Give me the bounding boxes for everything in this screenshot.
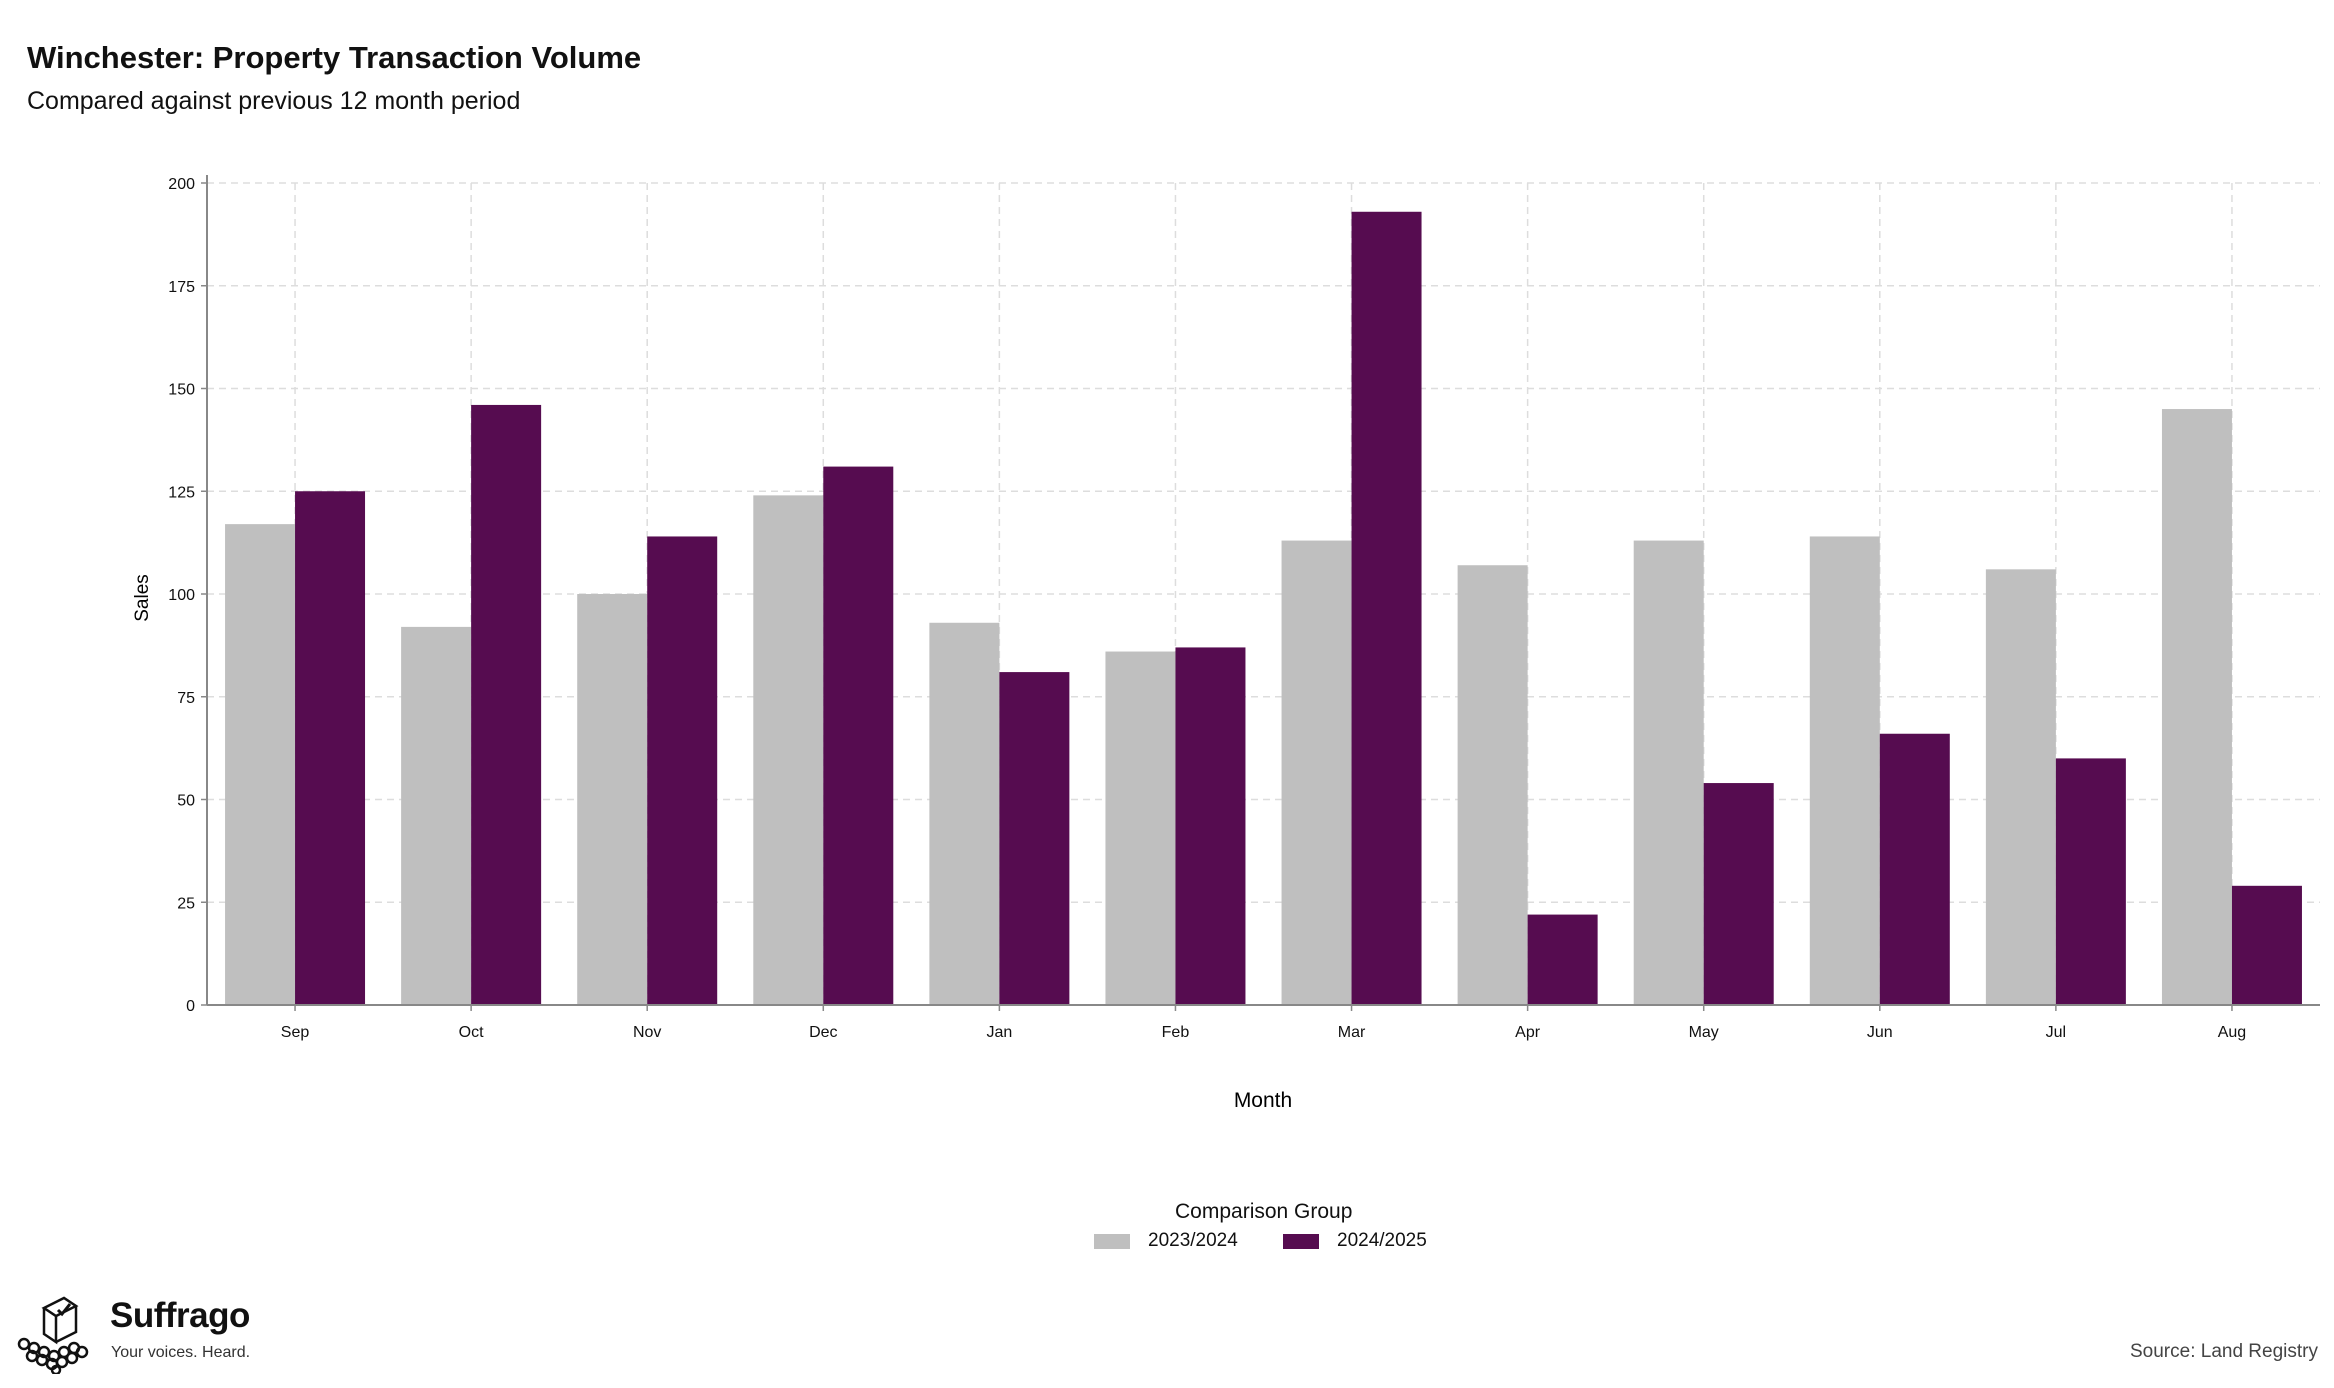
bar-2023-2024-aug — [2161, 409, 2232, 1005]
bar-2023-2024-nov — [577, 594, 648, 1005]
bar-2023-2024-dec — [753, 495, 824, 1005]
bar-2023-2024-sep — [225, 524, 296, 1005]
brand-logo — [14, 1290, 106, 1374]
x-axis-label: Month — [1234, 1089, 1292, 1112]
y-tick-label: 25 — [177, 895, 195, 912]
bar-2023-2024-jun — [1809, 536, 1880, 1005]
y-tick-label: 175 — [168, 279, 195, 296]
x-tick-label: Jul — [2046, 1024, 2066, 1041]
legend-item-2024-2025: 2024/2025 — [1283, 1230, 1427, 1252]
bar-2023-2024-oct — [401, 626, 472, 1005]
axes: 0 25 50 75 100 125 150 175 200 Sep Oct Nov Dec Jan Feb… — [168, 175, 2320, 1041]
y-tick-label: 75 — [177, 690, 195, 707]
y-tick-label: 150 — [168, 382, 195, 399]
x-tick-label: Apr — [1515, 1024, 1541, 1041]
bar-2024-2025-may — [1703, 783, 1774, 1005]
bar-2024-2025-mar — [1351, 211, 1422, 1005]
ballot-box-icon — [17, 1296, 89, 1374]
chart-title: Winchester: Property Transaction Volume — [27, 40, 642, 75]
bar-2024-2025-feb — [1175, 647, 1246, 1005]
y-tick-label: 0 — [186, 998, 195, 1015]
legend-title: Comparison Group — [1175, 1200, 1353, 1223]
x-tick-label: Feb — [1162, 1024, 1190, 1041]
x-tick-label: Sep — [281, 1024, 310, 1041]
x-tick-label: May — [1689, 1024, 1719, 1041]
bar-2024-2025-oct — [471, 404, 542, 1005]
bar-2024-2025-dec — [823, 466, 894, 1006]
x-tick-label: Dec — [809, 1024, 837, 1041]
x-tick-label: Jun — [1867, 1024, 1893, 1041]
source-note: Source: Land Registry — [2130, 1341, 2318, 1362]
x-tick-label: Oct — [459, 1024, 484, 1041]
bar-2023-2024-mar — [1281, 540, 1352, 1005]
x-tick-label: Aug — [2218, 1024, 2246, 1041]
x-tick-label: Jan — [986, 1024, 1012, 1041]
bars — [225, 211, 2302, 1006]
legend-swatch-2023-2024 — [1094, 1233, 1130, 1249]
bar-chart: 0 25 50 75 100 125 150 175 200 Sep Oct Nov Dec Jan Feb… — [132, 175, 2320, 1112]
x-tick-label: Nov — [633, 1024, 661, 1041]
bar-2023-2024-may — [1633, 540, 1704, 1005]
bar-2024-2025-apr — [1527, 914, 1598, 1005]
y-tick-label: 50 — [177, 793, 195, 810]
bar-2024-2025-aug — [2231, 885, 2302, 1005]
legend-item-2023-2024: 2023/2024 — [1094, 1230, 1238, 1252]
x-tick-label: Mar — [1338, 1024, 1366, 1041]
bar-2024-2025-nov — [647, 536, 718, 1005]
legend-swatch-2024-2025 — [1283, 1233, 1319, 1249]
y-tick-label: 125 — [168, 484, 195, 501]
bar-2023-2024-jan — [929, 622, 1000, 1005]
y-axis-label: Sales — [132, 574, 153, 622]
legend-label-2024-2025: 2024/2025 — [1337, 1230, 1427, 1251]
brand-tagline: Your voices. Heard. — [111, 1344, 251, 1361]
bar-2023-2024-jul — [1985, 569, 2056, 1005]
bar-2024-2025-sep — [295, 491, 366, 1005]
bar-2023-2024-feb — [1105, 651, 1176, 1005]
y-tick-label: 100 — [168, 587, 195, 604]
bar-2024-2025-jul — [2055, 758, 2126, 1005]
bar-2023-2024-apr — [1457, 565, 1528, 1005]
bar-2024-2025-jun — [1879, 733, 1950, 1005]
chart-subtitle: Compared against previous 12 month perio… — [27, 87, 521, 115]
y-tick-label: 200 — [168, 176, 195, 193]
bar-2024-2025-jan — [999, 672, 1070, 1005]
brand-name: Suffrago — [110, 1296, 250, 1335]
legend-label-2023-2024: 2023/2024 — [1148, 1230, 1238, 1251]
